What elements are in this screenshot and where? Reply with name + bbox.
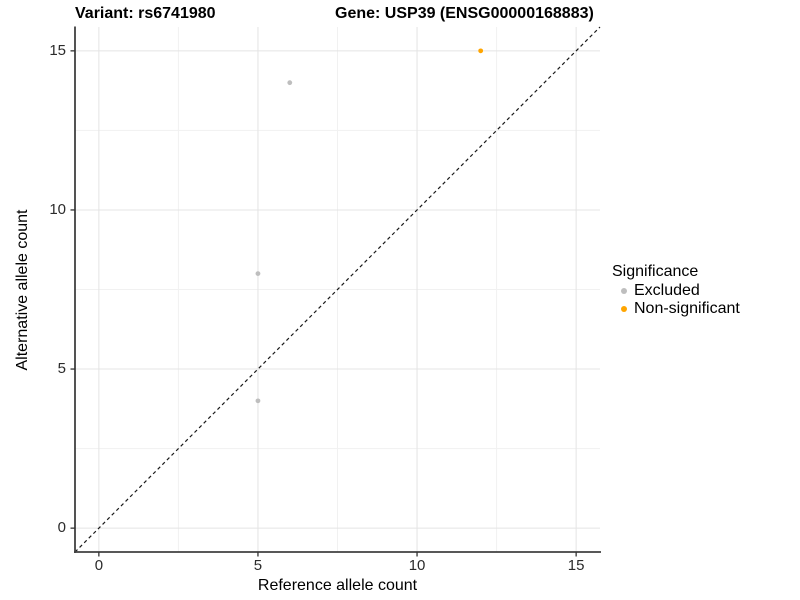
- data-point-non-significant: [478, 48, 484, 54]
- y-tick-label: 10: [49, 200, 66, 218]
- data-point-excluded: [287, 80, 293, 86]
- plot-title-variant: Variant: rs6741980: [75, 5, 216, 22]
- legend-item-label: Excluded: [634, 282, 700, 299]
- x-tick-label: 5: [253, 557, 263, 574]
- identity-line: [74, 26, 601, 553]
- legend-item-excluded: Excluded: [612, 282, 740, 300]
- legend-key-dot-icon: [621, 306, 627, 312]
- legend-title: Significance: [612, 263, 699, 280]
- y-axis-title: Alternative allele count: [14, 209, 31, 371]
- legend-items: Excluded Non-significant: [612, 282, 740, 318]
- legend-item-non-significant: Non-significant: [612, 300, 740, 318]
- data-points: [255, 48, 484, 404]
- data-point-excluded: [255, 271, 261, 276]
- data-point-excluded: [255, 398, 261, 404]
- axis-tick-marks: [70, 50, 577, 557]
- legend-key-dot-icon: [621, 288, 627, 294]
- axis-lines: [74, 26, 601, 553]
- gridlines-minor: [75, 27, 600, 552]
- x-tick-label: 10: [408, 557, 426, 574]
- y-tick-label: 15: [49, 41, 66, 59]
- legend-item-label: Non-significant: [634, 300, 740, 317]
- plot-title-gene: Gene: USP39 (ENSG00000168883): [335, 5, 594, 22]
- x-axis-title: Reference allele count: [257, 577, 418, 594]
- y-tick-label: 0: [57, 519, 66, 537]
- y-tick-label: 5: [57, 360, 66, 378]
- gridlines-major: [75, 27, 600, 552]
- identity-dashed-line: [74, 26, 601, 553]
- x-tick-label: 0: [94, 557, 104, 574]
- x-tick-label: 15: [567, 557, 585, 574]
- legend: Significance Excluded Non-significant: [612, 262, 740, 318]
